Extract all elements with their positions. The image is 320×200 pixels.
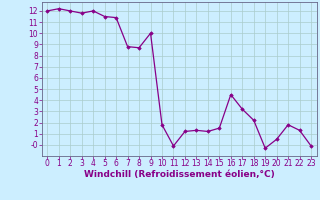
- X-axis label: Windchill (Refroidissement éolien,°C): Windchill (Refroidissement éolien,°C): [84, 170, 275, 179]
